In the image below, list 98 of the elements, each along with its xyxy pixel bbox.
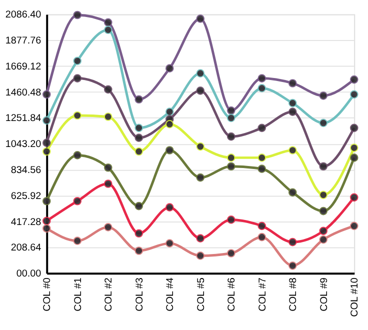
x-tick-label: COL #0 [42, 277, 54, 312]
point [258, 232, 266, 242]
point [319, 91, 328, 100]
point [134, 134, 144, 142]
point [73, 236, 82, 245]
point [319, 118, 328, 128]
point [42, 196, 51, 206]
point [42, 147, 51, 156]
point [134, 202, 144, 210]
y-tick-label: 00.00 [16, 268, 42, 280]
point [104, 163, 112, 172]
point [165, 120, 174, 128]
point [134, 124, 144, 132]
point [134, 147, 144, 156]
point [165, 64, 174, 73]
y-tick-label: 1877.76 [5, 36, 42, 47]
x-tick-label: COL #10 [350, 277, 361, 317]
point [42, 138, 51, 147]
y-tick-label: 834.56 [10, 165, 42, 176]
point [42, 116, 51, 125]
y-tick-label: 417.28 [10, 216, 42, 228]
x-tick-label: COL #3 [134, 277, 146, 312]
point [226, 216, 236, 224]
point [226, 154, 236, 162]
point [104, 180, 112, 188]
point [226, 162, 236, 171]
point [319, 206, 328, 216]
point [258, 124, 266, 132]
x-tick-label: COL #2 [104, 277, 115, 312]
y-tick-label: 625.92 [10, 190, 42, 202]
x-tick-label: COL #7 [257, 277, 268, 312]
y-tick-label: 1043.20 [5, 139, 42, 150]
point [196, 173, 205, 182]
point [319, 226, 328, 236]
point [196, 14, 205, 23]
point [350, 222, 358, 230]
point [350, 124, 358, 132]
point [350, 90, 358, 99]
point [350, 144, 358, 152]
point [73, 111, 82, 120]
point [288, 261, 297, 270]
point [73, 151, 82, 160]
point [350, 154, 358, 162]
point [165, 239, 174, 248]
x-tick-label: COL #1 [72, 277, 84, 312]
point [288, 188, 297, 197]
point [196, 252, 205, 260]
point [319, 162, 328, 171]
point [196, 234, 205, 243]
point [42, 224, 51, 233]
point [73, 10, 82, 20]
point [196, 142, 205, 151]
point [104, 85, 112, 94]
y-tick-label: 1669.12 [5, 61, 42, 72]
point [319, 190, 328, 200]
point [196, 69, 205, 78]
point [226, 132, 236, 141]
y-tick-label: 1251.84 [5, 113, 42, 124]
point [226, 114, 236, 122]
point [104, 112, 112, 121]
point [288, 146, 297, 154]
point [134, 95, 144, 104]
point [350, 193, 358, 202]
point [196, 86, 205, 95]
point [42, 216, 51, 226]
y-tick-label: 208.64 [10, 242, 42, 254]
point [258, 164, 266, 174]
point [288, 108, 297, 116]
point [134, 246, 144, 255]
y-tick-label: 2086.40 [5, 10, 42, 21]
point [288, 98, 297, 108]
x-tick-label: COL #5 [196, 277, 207, 312]
x-tick-label: COL #6 [226, 277, 238, 312]
x-tick-label: COL #9 [318, 277, 330, 312]
point [350, 75, 358, 84]
point [104, 26, 112, 34]
x-tick-label: COL #4 [165, 277, 176, 312]
point [319, 235, 328, 244]
point [258, 222, 266, 230]
x-tick-label: COL #8 [288, 277, 300, 312]
point [165, 108, 174, 116]
y-tick-label: 1460.48 [5, 87, 42, 98]
point [288, 238, 297, 246]
point [165, 203, 174, 212]
point [258, 154, 266, 162]
point [134, 229, 144, 238]
point [104, 18, 112, 27]
point [258, 74, 266, 82]
point [226, 106, 236, 115]
point [73, 74, 82, 82]
point [288, 79, 297, 88]
point [258, 84, 266, 92]
point [73, 196, 82, 206]
point [104, 223, 112, 232]
point [165, 146, 174, 154]
point [42, 90, 51, 99]
point [226, 249, 236, 258]
point [73, 56, 82, 66]
